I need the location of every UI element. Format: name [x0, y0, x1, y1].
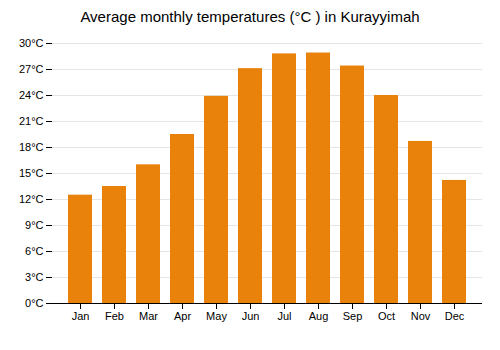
svg-text:Jan: Jan: [72, 310, 90, 322]
svg-text:9°C: 9°C: [25, 219, 44, 231]
svg-text:24°C: 24°C: [19, 89, 44, 101]
svg-text:6°C: 6°C: [25, 245, 44, 257]
svg-text:Sep: Sep: [343, 310, 363, 322]
svg-text:18°C: 18°C: [19, 141, 44, 153]
svg-text:Nov: Nov: [411, 310, 431, 322]
svg-text:30°C: 30°C: [19, 37, 44, 49]
svg-text:Oct: Oct: [378, 310, 395, 322]
svg-text:12°C: 12°C: [19, 193, 44, 205]
svg-text:Jul: Jul: [277, 310, 291, 322]
svg-text:Jun: Jun: [242, 310, 260, 322]
svg-text:Feb: Feb: [105, 310, 124, 322]
svg-text:Aug: Aug: [309, 310, 329, 322]
svg-text:Apr: Apr: [174, 310, 191, 322]
svg-text:Dec: Dec: [445, 310, 465, 322]
svg-text:Mar: Mar: [139, 310, 158, 322]
svg-text:15°C: 15°C: [19, 167, 44, 179]
svg-text:3°C: 3°C: [25, 271, 44, 283]
html-text:Average monthly temperatures (: Average monthly temperatures (°C ) in Ku…: [80, 8, 420, 25]
svg-text:27°C: 27°C: [19, 63, 44, 75]
svg-text:0°C: 0°C: [25, 297, 44, 309]
svg-text:May: May: [206, 310, 227, 322]
svg-text:21°C: 21°C: [19, 115, 44, 127]
